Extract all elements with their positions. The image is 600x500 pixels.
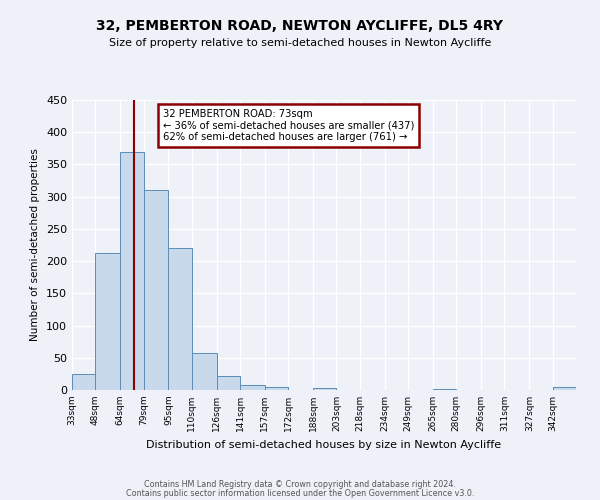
Bar <box>72 374 95 390</box>
Bar <box>169 248 192 390</box>
Bar <box>120 152 143 390</box>
Bar <box>313 388 337 390</box>
Text: Contains public sector information licensed under the Open Government Licence v3: Contains public sector information licen… <box>126 489 474 498</box>
Bar <box>265 387 288 390</box>
Bar <box>553 387 576 390</box>
X-axis label: Distribution of semi-detached houses by size in Newton Aycliffe: Distribution of semi-detached houses by … <box>146 440 502 450</box>
Text: Size of property relative to semi-detached houses in Newton Aycliffe: Size of property relative to semi-detach… <box>109 38 491 48</box>
Bar <box>192 354 217 390</box>
Text: Contains HM Land Registry data © Crown copyright and database right 2024.: Contains HM Land Registry data © Crown c… <box>144 480 456 489</box>
Bar <box>95 254 120 390</box>
Bar <box>143 190 169 390</box>
Bar <box>217 376 240 390</box>
Y-axis label: Number of semi-detached properties: Number of semi-detached properties <box>31 148 40 342</box>
Bar <box>240 385 265 390</box>
Text: 32 PEMBERTON ROAD: 73sqm
← 36% of semi-detached houses are smaller (437)
62% of : 32 PEMBERTON ROAD: 73sqm ← 36% of semi-d… <box>163 108 414 142</box>
Text: 32, PEMBERTON ROAD, NEWTON AYCLIFFE, DL5 4RY: 32, PEMBERTON ROAD, NEWTON AYCLIFFE, DL5… <box>97 18 503 32</box>
